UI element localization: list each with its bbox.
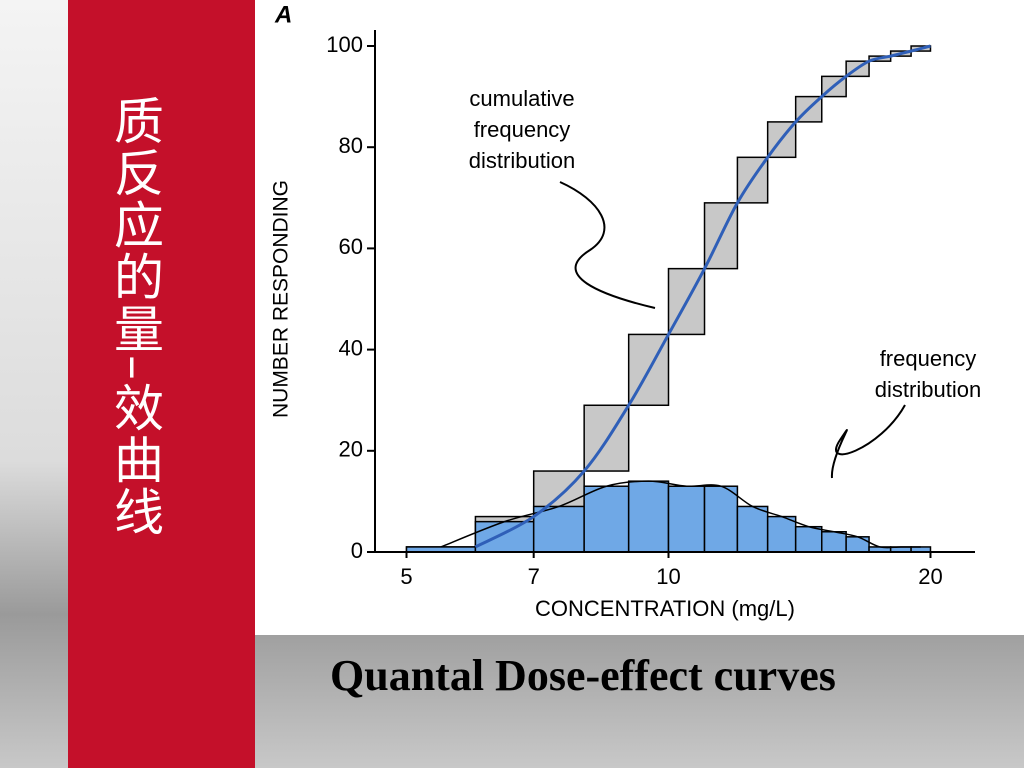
- annotation-line: frequency: [474, 117, 571, 142]
- y-tick-label: 80: [339, 133, 363, 158]
- red-band: [68, 0, 255, 768]
- histogram-bar: [820, 531, 847, 553]
- y-tick-label: 40: [339, 335, 363, 360]
- caption: Quantal Dose-effect curves: [330, 651, 836, 700]
- x-tick-label: 10: [656, 564, 680, 589]
- histogram-bar: [845, 536, 870, 553]
- histogram-bar: [703, 485, 739, 553]
- x-tick-label: 5: [400, 564, 412, 589]
- frequency-curve: [440, 480, 921, 549]
- histogram-bar: [474, 520, 535, 553]
- y-tick-label: 0: [351, 538, 363, 563]
- annotation-line: distribution: [469, 148, 575, 173]
- x-tick-label: 7: [528, 564, 540, 589]
- histogram-bar: [532, 505, 585, 553]
- x-axis-label: CONCENTRATION (mg/L): [535, 596, 795, 621]
- cumulative-curve: [474, 44, 931, 549]
- annotation-line: cumulative: [469, 86, 574, 111]
- panel-label: A: [274, 1, 292, 28]
- histogram-bar: [766, 515, 797, 553]
- y-tick-label: 20: [339, 437, 363, 462]
- chart: A NUMBER RESPONDING CONCENTRATION (mg/L)…: [255, 0, 1024, 635]
- annotation: frequency distribution: [875, 346, 981, 402]
- annotation-line: frequency: [880, 346, 977, 371]
- y-axis-label: NUMBER RESPONDING: [270, 180, 293, 418]
- histogram-bar: [794, 525, 823, 553]
- pointer: [830, 404, 906, 479]
- x-tick-label: 20: [918, 564, 942, 589]
- slide-title: 质反应的量–效曲线: [106, 95, 164, 538]
- histogram-bar: [583, 485, 630, 553]
- y-tick-label: 100: [326, 32, 363, 57]
- y-tick-label: 60: [339, 234, 363, 259]
- histogram-bar: [736, 505, 769, 553]
- pointer: [559, 181, 656, 309]
- histogram-bar: [667, 485, 706, 553]
- annotation-line: distribution: [875, 377, 981, 402]
- histogram-bar: [627, 480, 670, 553]
- annotation: cumulative frequency distribution: [469, 86, 575, 173]
